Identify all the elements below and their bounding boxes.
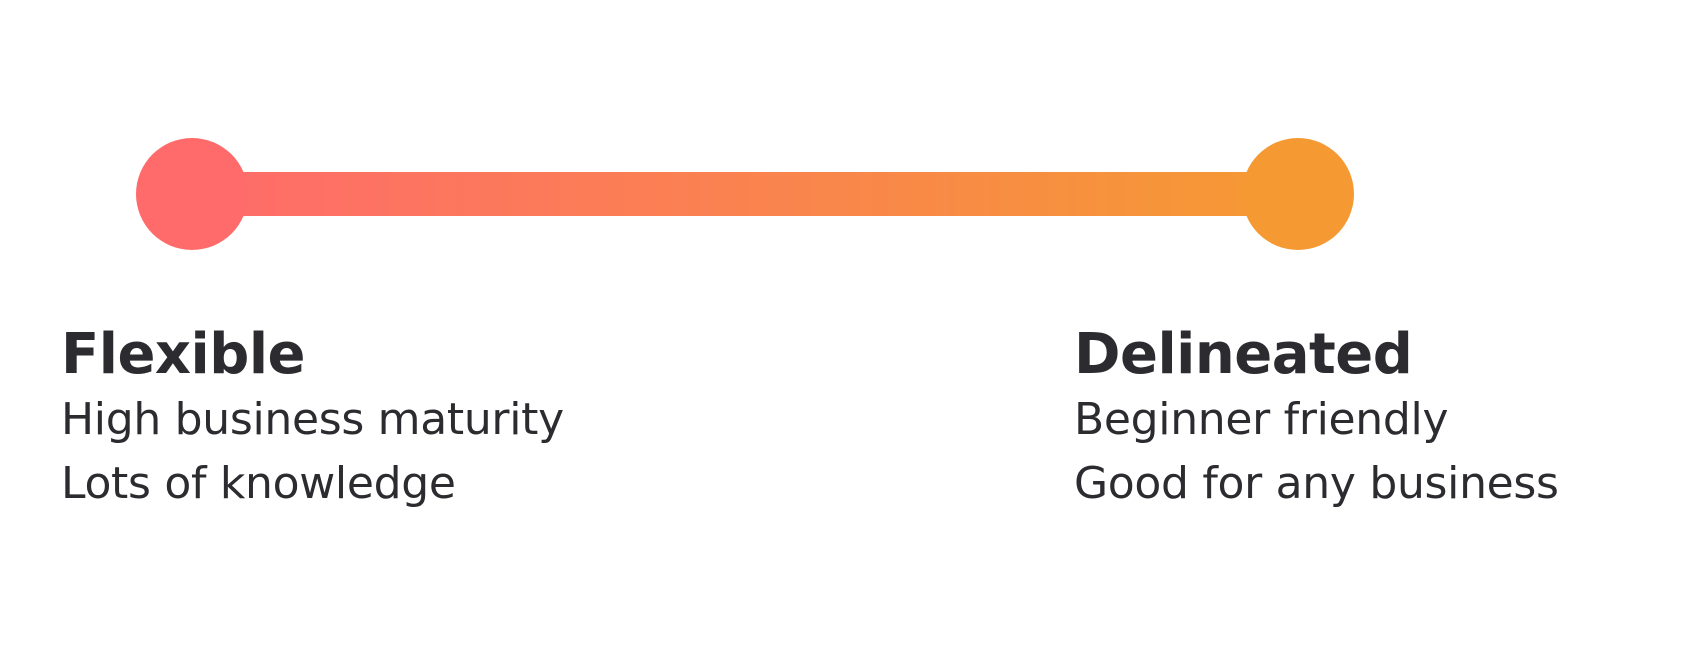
right-pole-line-2: Good for any business	[1074, 458, 1559, 509]
left-pole-line-2: Lots of knowledge	[61, 458, 456, 509]
spectrum-bar	[192, 172, 1298, 216]
left-pole-line-1: High business maturity	[61, 394, 564, 445]
left-pole-title: Flexible	[61, 322, 306, 387]
spectrum-start-dot	[136, 138, 248, 250]
right-pole-title: Delineated	[1074, 322, 1413, 387]
left-pole: Flexible High business maturity Lots of …	[61, 322, 564, 516]
right-pole: Delineated Beginner friendly Good for an…	[1074, 322, 1559, 516]
spectrum-end-dot	[1242, 138, 1354, 250]
right-pole-line-1: Beginner friendly	[1074, 394, 1449, 445]
